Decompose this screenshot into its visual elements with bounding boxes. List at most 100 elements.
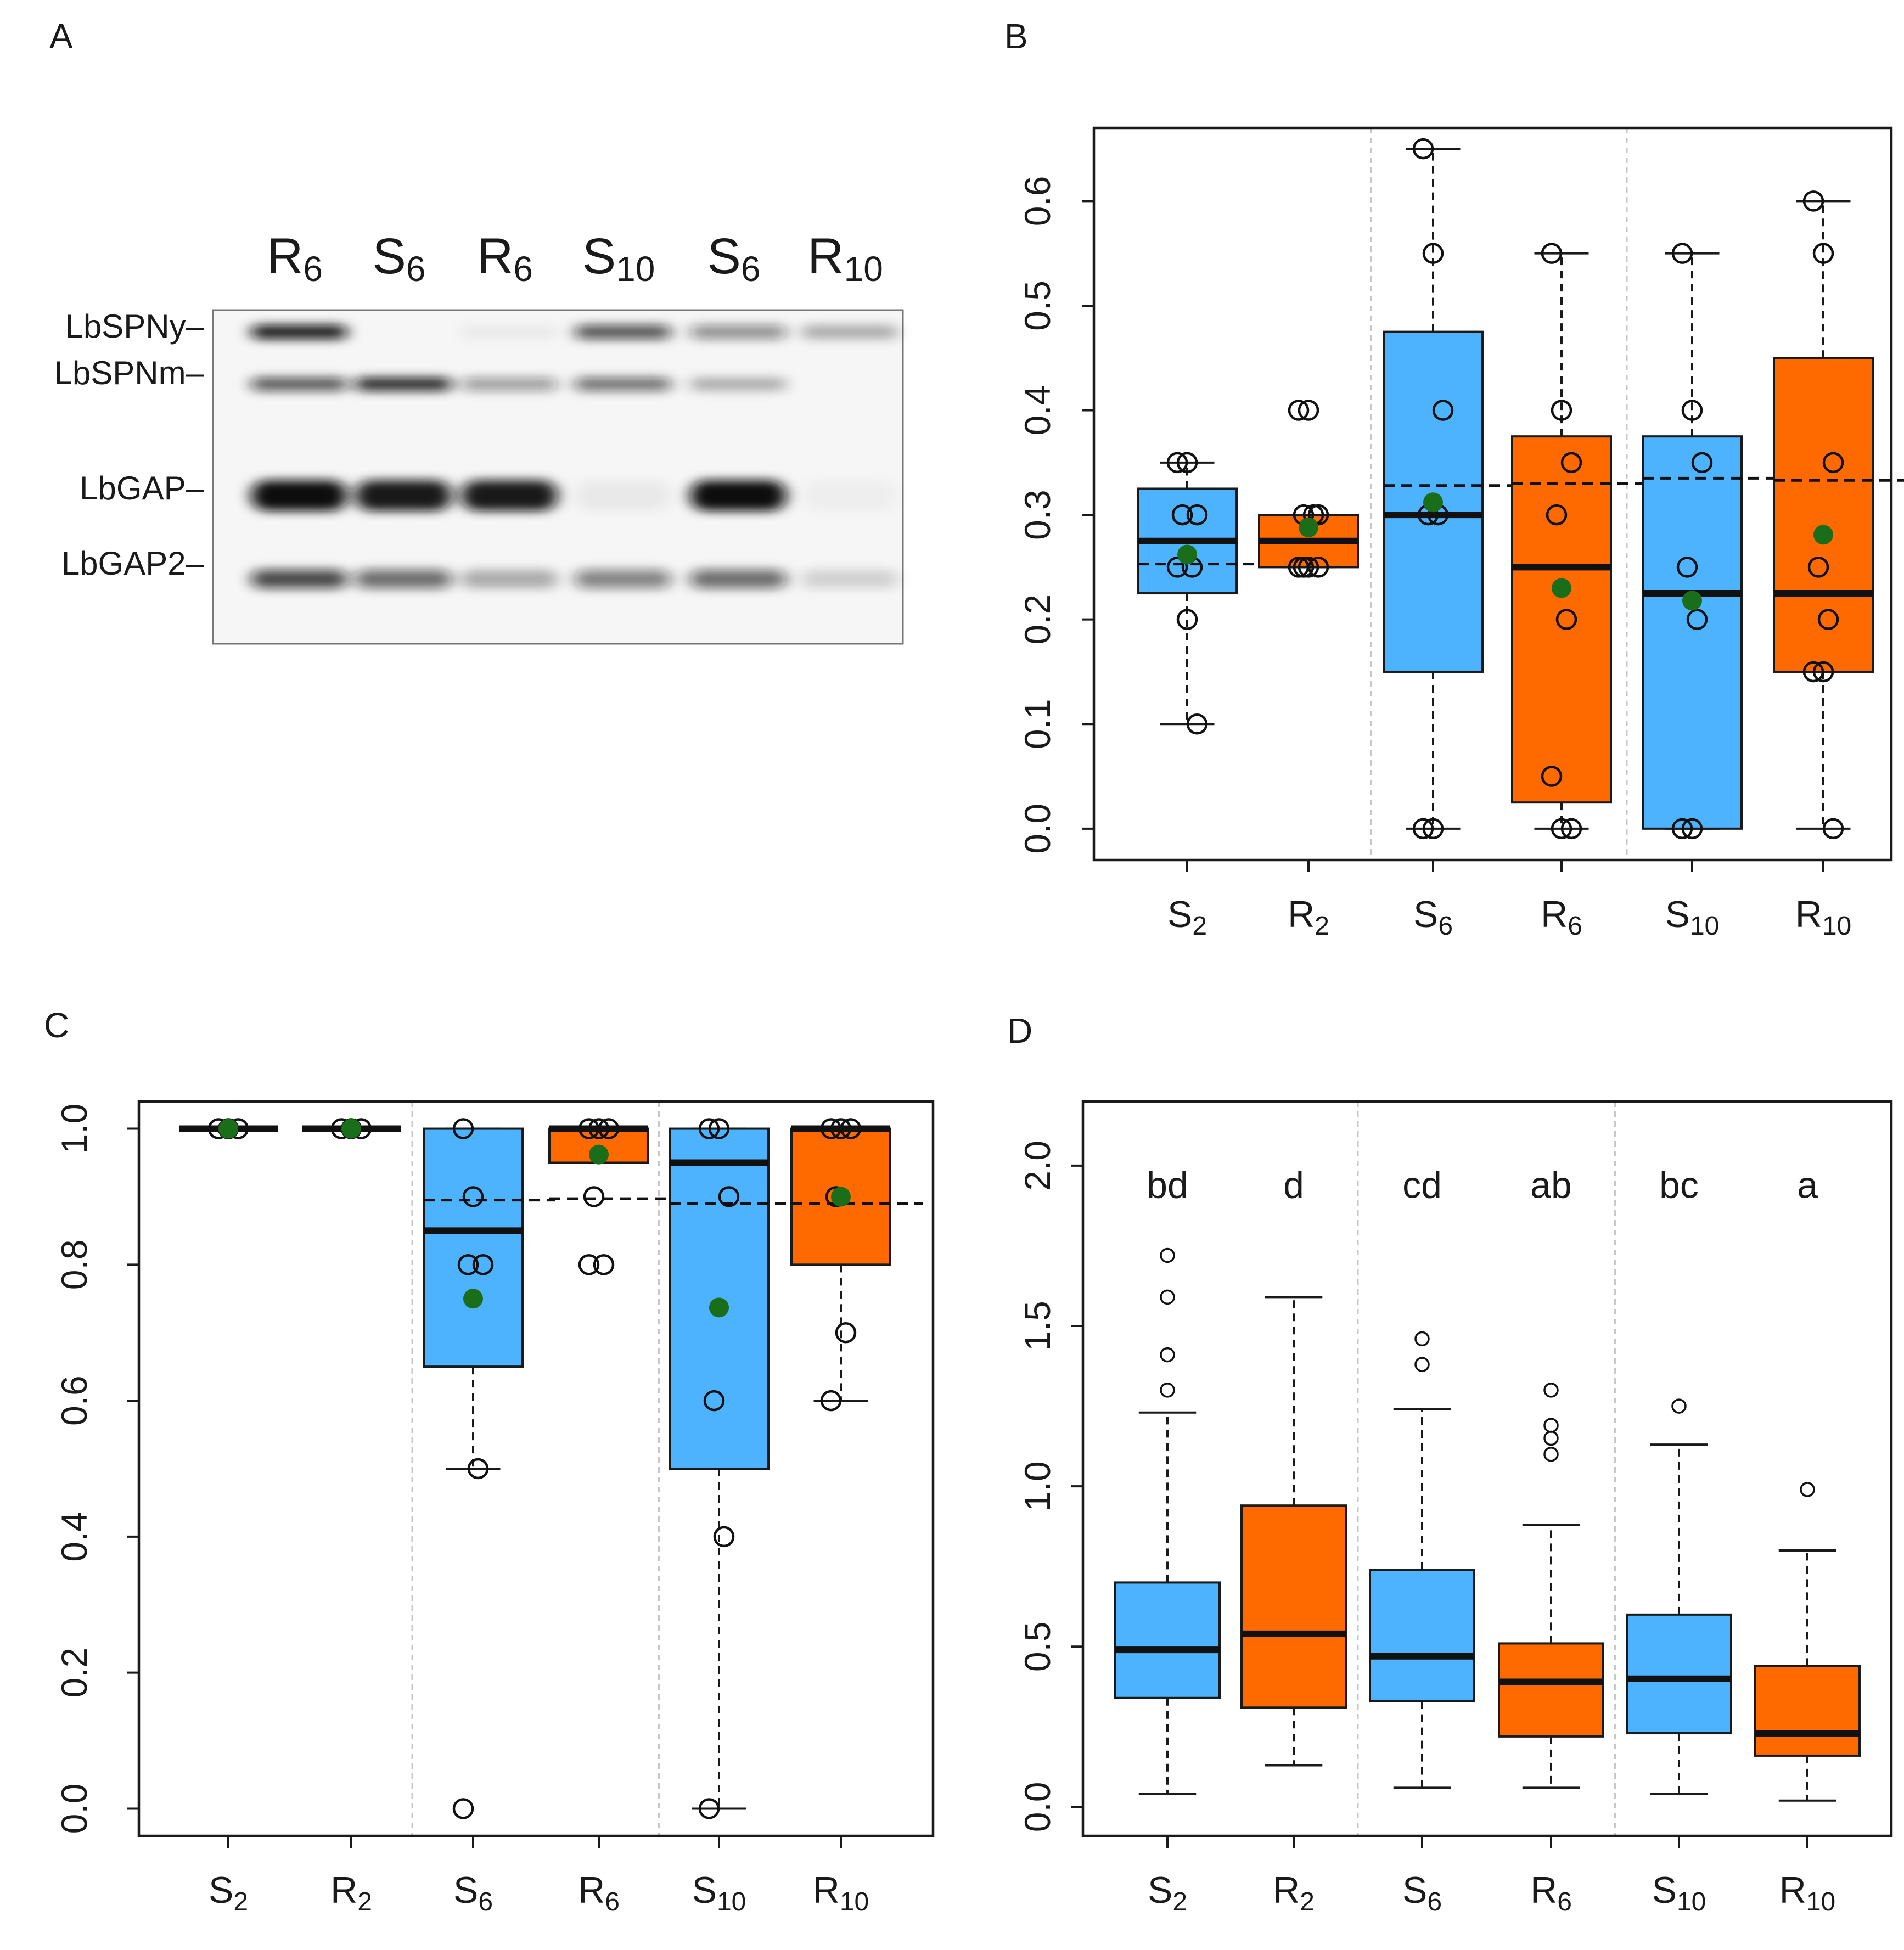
significance-label-d-1: d [1283, 1164, 1304, 1206]
band-label-3: LbGAP– [80, 470, 204, 507]
mean-dot-c-5 [831, 1187, 851, 1207]
data-point-c-2-1 [462, 1186, 484, 1207]
ytick-label-c-5: 1.0 [54, 1104, 94, 1154]
data-point-b-3-2 [1560, 452, 1582, 474]
ytick-label-b-2: 0.2 [1017, 594, 1058, 645]
data-point-b-5-0 [1802, 190, 1824, 212]
lane-label-6-base: R [807, 228, 844, 284]
panel-letter-c: C [44, 1005, 69, 1045]
mean-dot-c-3 [589, 1144, 609, 1165]
series-d-s6 [1369, 1331, 1475, 1789]
mean-dot-b-1 [1299, 517, 1318, 537]
panel-letter-d: D [1007, 1011, 1032, 1050]
xtick-label-c-5-base: R [813, 1869, 840, 1911]
data-point-c-3-2 [598, 1118, 620, 1139]
band-lbspny-lane-5 [690, 325, 787, 339]
data-point-b-0-7 [1186, 713, 1208, 735]
outlier-d-4-0 [1671, 1398, 1687, 1414]
lane-label-2-sub: 6 [406, 249, 426, 289]
data-point-b-3-7 [1560, 818, 1582, 840]
ytick-label-b-5: 0.5 [1017, 280, 1058, 331]
xtick-label-d-2-base: S [1402, 1869, 1427, 1911]
series-c-s6 [423, 1118, 555, 1819]
xtick-label-b-2-sub: 6 [1438, 912, 1453, 941]
ytick-label-c-0: 0.0 [54, 1784, 94, 1834]
xtick-label-d-3-sub: 6 [1557, 1887, 1572, 1917]
band-lbspny-lane-6 [801, 325, 898, 339]
data-point-b-5-4 [1817, 609, 1839, 630]
data-point-b-4-6 [1681, 818, 1703, 840]
data-point-b-4-1 [1681, 400, 1703, 421]
lane-label-2: S6 [373, 228, 426, 289]
data-point-b-5-6 [1812, 661, 1834, 683]
xtick-label-d-2-sub: 6 [1427, 1887, 1442, 1917]
ytick-label-c-2: 0.4 [54, 1511, 94, 1562]
series-d-r6 [1498, 1383, 1604, 1789]
band-label-2: LbSPNm– [54, 355, 205, 391]
xtick-label-d-0: S2 [1148, 1869, 1187, 1917]
band-lbgap2-lane-6 [801, 570, 898, 588]
xtick-label-b-1: R2 [1288, 893, 1329, 941]
data-point-b-4-4 [1686, 609, 1708, 630]
data-point-b-0-2 [1186, 504, 1208, 526]
ytick-label-c-1: 0.2 [54, 1648, 94, 1698]
box-d-0 [1114, 1581, 1221, 1699]
series-c-r10 [790, 1118, 923, 1412]
xtick-label-c-4-sub: 10 [717, 1887, 746, 1917]
data-point-c-2-3 [457, 1254, 479, 1275]
panel-letter-b: B [1004, 16, 1028, 56]
data-point-c-5-1 [830, 1118, 852, 1139]
data-point-c-5-4 [835, 1322, 857, 1344]
band-lbgap-lane-2 [355, 480, 452, 511]
mean-dot-b-5 [1813, 525, 1833, 545]
data-point-b-2-1 [1422, 243, 1444, 264]
blot-band-layer [251, 325, 898, 588]
blot-bands-blurred [251, 325, 898, 588]
ytick-label-b-6: 0.6 [1017, 176, 1058, 227]
band-lbgap-lane-4 [575, 480, 671, 511]
band-lbgap-lane-5 [690, 480, 787, 511]
box-d-1 [1240, 1504, 1347, 1709]
data-point-b-5-1 [1812, 243, 1834, 264]
xtick-label-d-4-sub: 10 [1677, 1887, 1706, 1917]
lane-label-6-sub: 10 [844, 249, 883, 289]
xtick-label-d-3: R6 [1530, 1869, 1572, 1917]
series-b-s10 [1642, 243, 1774, 840]
panel-letter-a: A [49, 16, 73, 56]
data-point-c-4-4 [713, 1526, 735, 1548]
box-d-5 [1754, 1665, 1861, 1757]
data-point-b-1-7 [1307, 557, 1329, 578]
xtick-label-d-4: S10 [1652, 1869, 1706, 1917]
data-point-b-2-2 [1432, 400, 1454, 421]
xtick-label-b-3-sub: 6 [1568, 912, 1582, 941]
xtick-label-c-3: R6 [578, 1869, 620, 1917]
data-point-b-1-0 [1288, 400, 1310, 421]
xtick-label-b-4-sub: 10 [1690, 912, 1719, 941]
outlier-d-5-0 [1800, 1482, 1815, 1497]
data-point-b-0-5 [1166, 557, 1188, 578]
data-point-b-0-0 [1166, 452, 1188, 474]
band-lbgap2-lane-5 [690, 570, 787, 588]
xtick-label-b-5: R10 [1795, 893, 1852, 941]
data-point-c-5-5 [820, 1390, 842, 1412]
xtick-label-b-4-base: S [1665, 893, 1690, 935]
series-d-s10 [1626, 1398, 1732, 1796]
data-point-b-5-2 [1822, 452, 1844, 474]
data-point-b-3-6 [1551, 818, 1572, 840]
series-c-s2 [179, 1118, 278, 1139]
data-point-b-2-6 [1422, 818, 1444, 840]
mean-dot-b-3 [1552, 578, 1571, 598]
band-lbspnm-lane-4 [575, 378, 671, 391]
box-b-5 [1773, 357, 1874, 673]
series-b-r10 [1773, 190, 1904, 840]
data-point-b-5-3 [1807, 557, 1829, 578]
xtick-label-b-2-base: S [1413, 893, 1438, 935]
series-b-r6 [1511, 243, 1644, 840]
xtick-label-b-0: S2 [1167, 893, 1207, 941]
series-b-s6 [1383, 138, 1515, 840]
data-point-c-4-5 [698, 1798, 720, 1819]
xtick-label-b-5-base: R [1795, 893, 1822, 935]
mean-dot-c-1 [341, 1119, 361, 1139]
significance-label-d-0: bd [1147, 1164, 1188, 1206]
outlier-d-0-0 [1160, 1247, 1175, 1263]
